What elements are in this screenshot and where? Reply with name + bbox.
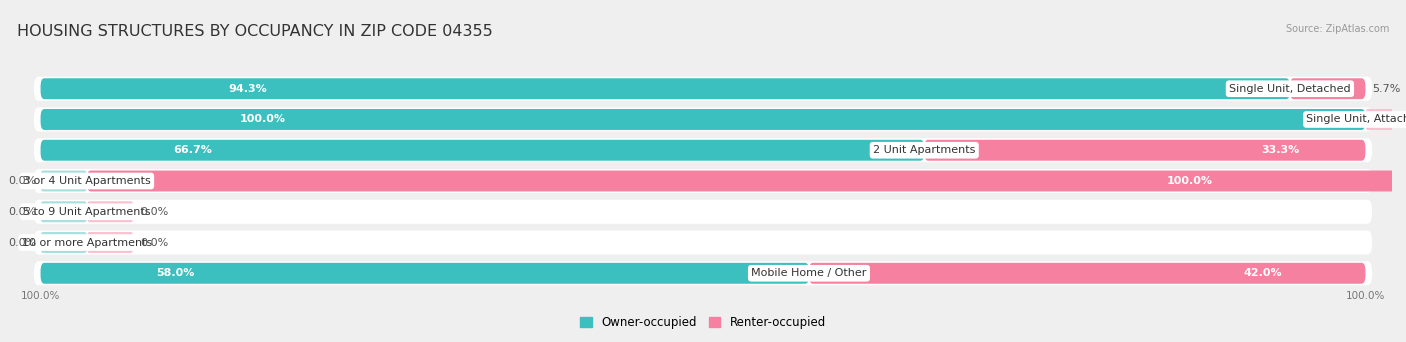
Text: 3 or 4 Unit Apartments: 3 or 4 Unit Apartments [22, 176, 150, 186]
Text: HOUSING STRUCTURES BY OCCUPANCY IN ZIP CODE 04355: HOUSING STRUCTURES BY OCCUPANCY IN ZIP C… [17, 24, 492, 39]
FancyBboxPatch shape [41, 232, 87, 253]
FancyBboxPatch shape [41, 140, 924, 161]
Text: 66.7%: 66.7% [173, 145, 212, 155]
Text: 58.0%: 58.0% [156, 268, 194, 278]
FancyBboxPatch shape [34, 169, 1372, 193]
Text: 100.0%: 100.0% [21, 291, 60, 301]
Text: 33.3%: 33.3% [1261, 145, 1299, 155]
FancyBboxPatch shape [34, 107, 1372, 131]
FancyBboxPatch shape [924, 140, 1365, 161]
Text: 5 to 9 Unit Apartments: 5 to 9 Unit Apartments [22, 207, 150, 217]
Text: 94.3%: 94.3% [228, 84, 267, 94]
Text: 100.0%: 100.0% [239, 115, 285, 124]
Text: 5.7%: 5.7% [1372, 84, 1400, 94]
Text: Single Unit, Attached: Single Unit, Attached [1306, 115, 1406, 124]
Text: 2 Unit Apartments: 2 Unit Apartments [873, 145, 976, 155]
FancyBboxPatch shape [34, 200, 1372, 224]
Text: 42.0%: 42.0% [1243, 268, 1282, 278]
FancyBboxPatch shape [41, 78, 1289, 99]
Text: 0.0%: 0.0% [141, 237, 169, 248]
FancyBboxPatch shape [41, 171, 87, 192]
FancyBboxPatch shape [34, 138, 1372, 162]
Text: Mobile Home / Other: Mobile Home / Other [751, 268, 866, 278]
FancyBboxPatch shape [1365, 109, 1406, 130]
FancyBboxPatch shape [34, 77, 1372, 101]
FancyBboxPatch shape [87, 171, 1406, 192]
Text: 100.0%: 100.0% [1167, 176, 1213, 186]
Text: 0.0%: 0.0% [141, 207, 169, 217]
Text: 0.0%: 0.0% [8, 207, 37, 217]
FancyBboxPatch shape [808, 263, 1365, 284]
Text: 0.0%: 0.0% [8, 237, 37, 248]
FancyBboxPatch shape [41, 201, 87, 222]
FancyBboxPatch shape [87, 232, 134, 253]
FancyBboxPatch shape [1289, 78, 1365, 99]
Text: 100.0%: 100.0% [1346, 291, 1385, 301]
Legend: Owner-occupied, Renter-occupied: Owner-occupied, Renter-occupied [579, 316, 827, 329]
FancyBboxPatch shape [41, 109, 1365, 130]
Text: Single Unit, Detached: Single Unit, Detached [1229, 84, 1351, 94]
FancyBboxPatch shape [34, 261, 1372, 285]
Text: 10 or more Apartments: 10 or more Apartments [22, 237, 152, 248]
FancyBboxPatch shape [34, 231, 1372, 254]
Text: 0.0%: 0.0% [8, 176, 37, 186]
Text: Source: ZipAtlas.com: Source: ZipAtlas.com [1285, 24, 1389, 34]
FancyBboxPatch shape [87, 201, 134, 222]
FancyBboxPatch shape [41, 263, 808, 284]
